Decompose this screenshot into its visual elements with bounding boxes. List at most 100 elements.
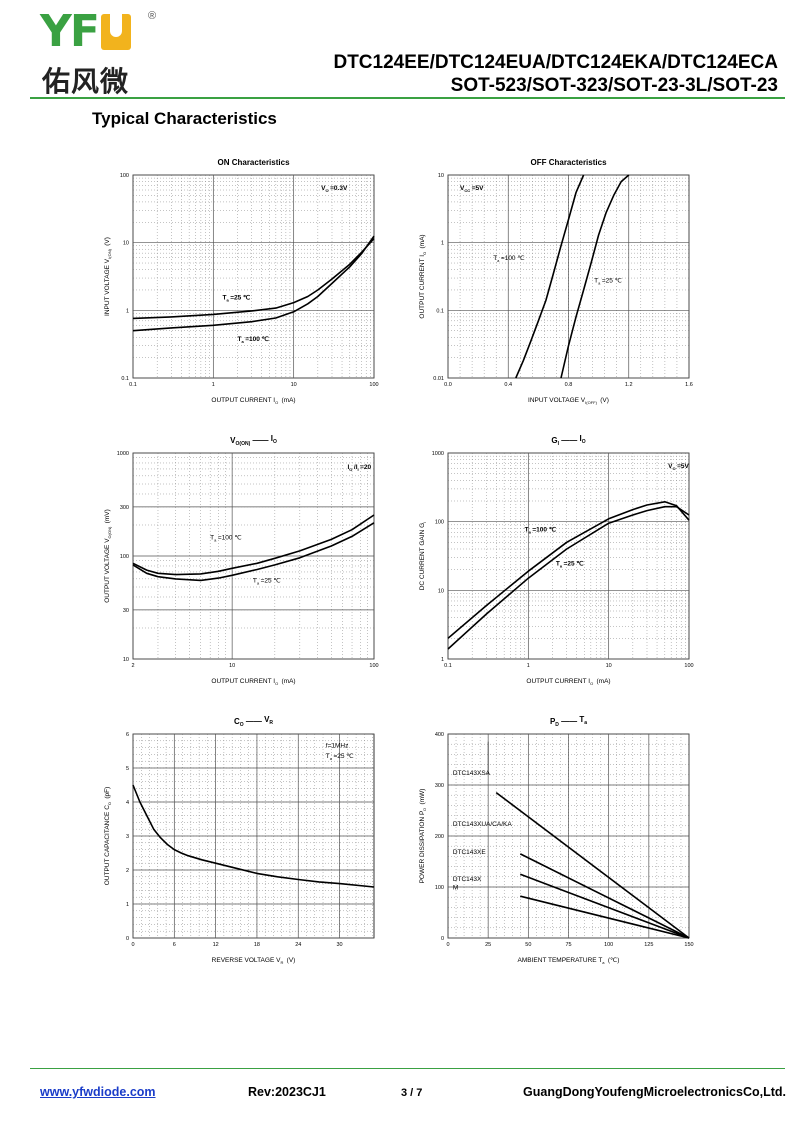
plot-frame bbox=[132, 174, 375, 379]
y-tick-label: 100 bbox=[435, 520, 444, 526]
x-tick-label: 6 bbox=[173, 942, 176, 948]
y-tick-label: 300 bbox=[120, 505, 129, 511]
chart-annotation: Ta =25 ℃ bbox=[594, 277, 623, 285]
chart-title: PD —— Ta bbox=[550, 715, 587, 728]
chart-annotation: VO =0.3V bbox=[321, 185, 348, 193]
chart-annotation: Ta =25 ℃ bbox=[253, 578, 282, 586]
x-tick-label: 100 bbox=[369, 382, 378, 388]
chart-title: VO(ON) —— IO bbox=[230, 434, 277, 447]
logo-letters: YF bbox=[40, 10, 131, 54]
chart-annotation: Ta =100 ℃ bbox=[493, 255, 525, 263]
series-line-1 bbox=[495, 791, 690, 939]
chart-annotation: DTC143XE bbox=[453, 849, 487, 856]
y-axis-label: DC CURRENT GAIN GI bbox=[419, 522, 427, 591]
chart-annotation: DTC143XUA/CA/KA bbox=[453, 821, 513, 828]
x-tick-label: 75 bbox=[565, 942, 571, 948]
series-line-1 bbox=[132, 514, 375, 576]
y-tick-label: 0.01 bbox=[433, 376, 444, 382]
y-tick-label: 2 bbox=[126, 868, 129, 874]
series-line-2 bbox=[132, 522, 375, 582]
x-axis-label: REVERSE VOLTAGE VR (V) bbox=[212, 957, 296, 965]
x-tick-label: 0.4 bbox=[504, 382, 512, 388]
x-tick-label: 18 bbox=[254, 942, 260, 948]
x-axis-label: OUTPUT CURRENT IO (mA) bbox=[526, 678, 610, 686]
registered-mark: ® bbox=[148, 10, 157, 22]
y-tick-label: 100 bbox=[435, 885, 444, 891]
x-tick-label: 1.2 bbox=[625, 382, 633, 388]
y-tick-label: 300 bbox=[435, 783, 444, 789]
chart-title: GI —— IO bbox=[551, 434, 585, 447]
x-tick-label: 10 bbox=[229, 663, 235, 669]
y-axis-label: OUTPUT CAPACITANCE CO (pF) bbox=[104, 787, 112, 886]
website-link[interactable]: www.yfwdiode.com bbox=[40, 1085, 156, 1099]
y-tick-label: 3 bbox=[126, 834, 129, 840]
x-tick-label: 50 bbox=[525, 942, 531, 948]
packages-title: SOT-523/SOT-323/SOT-23-3L/SOT-23 bbox=[450, 75, 778, 96]
y-axis-label: OUTPUT CURRENT IO (mA) bbox=[419, 234, 427, 318]
y-axis-label: POWER DISSIPATION PD (mW) bbox=[419, 789, 427, 884]
chart-annotation: VO =5V bbox=[668, 463, 689, 471]
company-logo: YF ® 佑风微 bbox=[40, 10, 160, 100]
y-tick-label: 1 bbox=[441, 657, 444, 663]
x-tick-label: 10 bbox=[291, 382, 297, 388]
y-tick-label: 100 bbox=[120, 554, 129, 560]
footer-divider bbox=[30, 1068, 785, 1069]
y-tick-label: 1 bbox=[126, 308, 129, 314]
series-line-3 bbox=[520, 873, 690, 939]
y-axis-label: INPUT VOLTAGE VI(ON) (V) bbox=[104, 237, 112, 316]
y-tick-label: 200 bbox=[435, 834, 444, 840]
chart-annotation: IO/II =20 bbox=[347, 464, 371, 472]
series-line-2 bbox=[447, 505, 690, 650]
y-tick-label: 5 bbox=[126, 766, 129, 772]
logo-chinese-name: 佑风微 bbox=[42, 65, 130, 98]
x-tick-label: 1 bbox=[212, 382, 215, 388]
chart-annotation: Ta =100 ℃ bbox=[210, 534, 242, 542]
x-tick-label: 24 bbox=[295, 942, 301, 948]
page-number: 3 / 7 bbox=[401, 1087, 423, 1099]
chart-title: ON Characteristics bbox=[217, 158, 290, 167]
x-tick-label: 30 bbox=[337, 942, 343, 948]
series-line-4 bbox=[520, 895, 690, 939]
chart-annotation: DTC143XSA bbox=[453, 770, 491, 777]
x-tick-label: 0 bbox=[446, 942, 449, 948]
x-tick-label: 0.0 bbox=[444, 382, 452, 388]
x-tick-label: 25 bbox=[485, 942, 491, 948]
series-line-2 bbox=[132, 235, 375, 332]
y-tick-label: 0 bbox=[126, 936, 129, 942]
chart-annotation: f=1MHz bbox=[326, 743, 349, 750]
revision-label: Rev:2023CJ1 bbox=[248, 1085, 326, 1099]
chart-2: 0.0 0.4 0.8 1.2 1.6 0.01 0.1 1 10 OFF Characteris… bbox=[419, 158, 693, 405]
chart-6: 0 25 50 75 100 125 150 0 100 200 300 400 PD —— Ta AMB… bbox=[419, 715, 694, 965]
x-tick-label: 100 bbox=[604, 942, 613, 948]
y-tick-label: 4 bbox=[126, 800, 129, 806]
series-line-1 bbox=[132, 784, 375, 888]
x-tick-label: 1 bbox=[527, 663, 530, 669]
y-tick-label: 400 bbox=[435, 732, 444, 738]
series-line-1 bbox=[132, 238, 375, 320]
chart-title: CO —— VR bbox=[234, 715, 273, 728]
y-tick-label: 1 bbox=[441, 241, 444, 247]
y-tick-label: 6 bbox=[126, 732, 129, 738]
chart-annotation: VCC =5V bbox=[460, 185, 484, 193]
x-tick-label: 150 bbox=[684, 942, 693, 948]
series-line-2 bbox=[519, 853, 690, 939]
company-name: GuangDongYoufengMicroelectronicsCo,Ltd. bbox=[523, 1085, 786, 1099]
y-tick-label: 1000 bbox=[432, 451, 444, 457]
y-tick-label: 1000 bbox=[117, 451, 129, 457]
y-tick-label: 10 bbox=[123, 241, 129, 247]
header-divider bbox=[30, 97, 785, 99]
x-tick-label: 100 bbox=[684, 663, 693, 669]
series-line-2 bbox=[560, 174, 630, 379]
chart-annotation: Ta =25 ℃ bbox=[556, 559, 585, 568]
y-tick-label: 10 bbox=[123, 657, 129, 663]
x-tick-label: 0 bbox=[131, 942, 134, 948]
plot-frame bbox=[447, 452, 690, 660]
x-tick-label: 100 bbox=[369, 663, 378, 669]
x-axis-label: AMBIENT TEMPERATURE Ta (℃) bbox=[518, 957, 620, 965]
y-tick-label: 10 bbox=[438, 588, 444, 594]
chart-annotation: DTC143X bbox=[453, 876, 482, 883]
y-tick-label: 30 bbox=[123, 608, 129, 614]
